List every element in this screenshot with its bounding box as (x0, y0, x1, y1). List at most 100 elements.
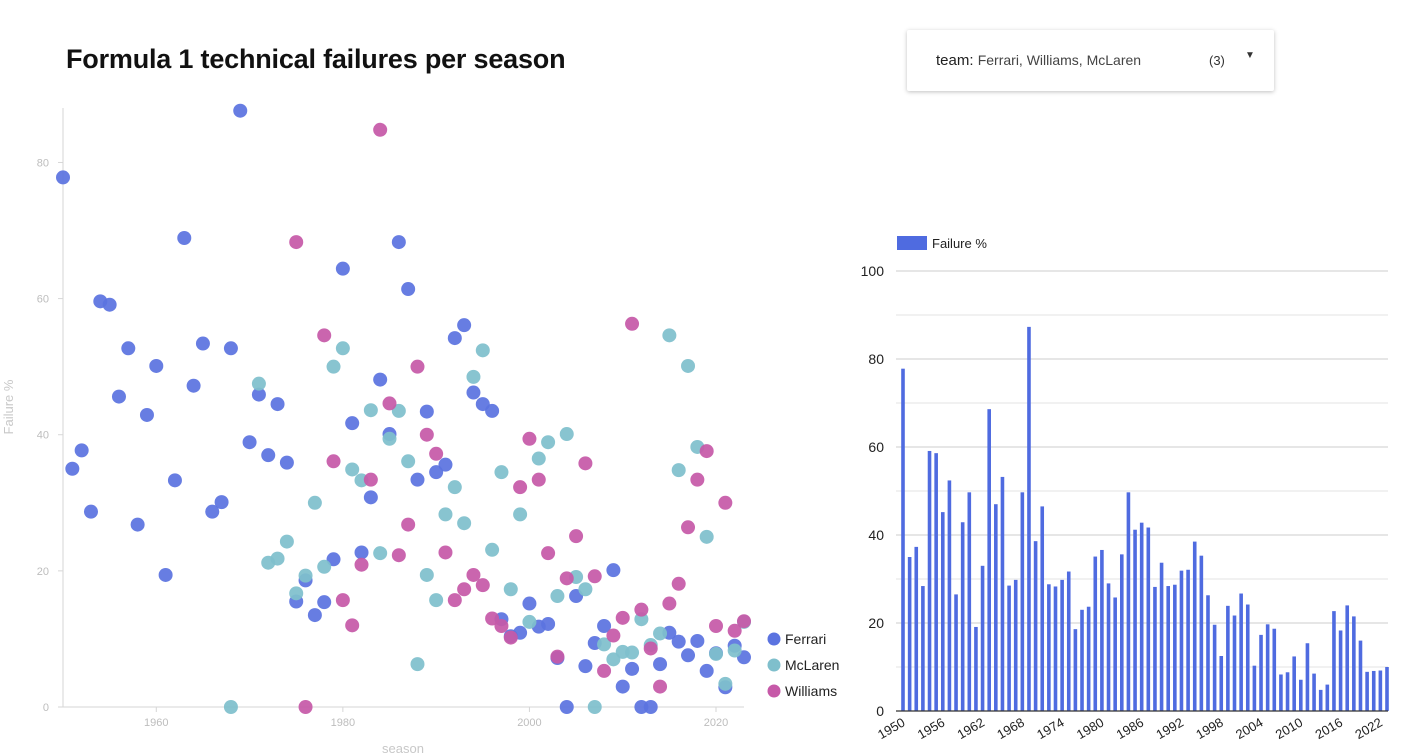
bar-1973[interactable] (1053, 586, 1058, 711)
bar-1972[interactable] (1047, 584, 1051, 711)
scatter-point-williams[interactable] (326, 454, 341, 469)
scatter-point-ferrari[interactable] (597, 618, 612, 633)
bar-1999[interactable] (1226, 605, 1230, 711)
scatter-point-ferrari[interactable] (438, 457, 453, 472)
bar-1954[interactable] (927, 450, 932, 711)
bar-1961[interactable] (974, 626, 978, 711)
scatter-point-williams[interactable] (690, 472, 705, 487)
scatter-point-ferrari[interactable] (559, 700, 574, 714)
bar-1997[interactable] (1212, 624, 1217, 711)
scatter-point-ferrari[interactable] (74, 443, 89, 458)
scatter-point-ferrari[interactable] (615, 679, 630, 694)
scatter-point-mclaren[interactable] (699, 529, 714, 544)
scatter-point-williams[interactable] (699, 444, 714, 459)
bar-1993[interactable] (1186, 569, 1190, 711)
scatter-point-williams[interactable] (410, 359, 425, 374)
scatter-point-williams[interactable] (653, 679, 668, 694)
scatter-point-ferrari[interactable] (625, 661, 640, 676)
scatter-point-ferrari[interactable] (335, 261, 350, 276)
scatter-point-ferrari[interactable] (233, 103, 248, 118)
bar-1987[interactable] (1146, 527, 1151, 711)
scatter-point-ferrari[interactable] (130, 517, 145, 532)
bar-1988[interactable] (1153, 586, 1157, 711)
scatter-point-williams[interactable] (317, 328, 332, 343)
scatter-point-ferrari[interactable] (485, 403, 500, 418)
bar-1985[interactable] (1133, 529, 1137, 711)
scatter-point-ferrari[interactable] (214, 495, 229, 510)
bar-2012[interactable] (1312, 673, 1316, 711)
scatter-point-williams[interactable] (727, 623, 742, 638)
scatter-point-mclaren[interactable] (270, 551, 285, 566)
scatter-point-williams[interactable] (541, 546, 556, 561)
scatter-point-ferrari[interactable] (373, 372, 388, 387)
scatter-point-mclaren[interactable] (298, 568, 313, 583)
scatter-point-williams[interactable] (373, 122, 388, 137)
scatter-point-ferrari[interactable] (690, 633, 705, 648)
scatter-point-williams[interactable] (457, 582, 472, 597)
bar-2001[interactable] (1239, 593, 1243, 711)
bar-2009[interactable] (1292, 656, 1296, 711)
scatter-point-mclaren[interactable] (625, 645, 640, 660)
scatter-point-williams[interactable] (606, 628, 621, 643)
scatter-point-ferrari[interactable] (261, 448, 276, 463)
scatter-point-mclaren[interactable] (251, 376, 266, 391)
bar-1967[interactable] (1013, 579, 1018, 711)
scatter-point-mclaren[interactable] (513, 507, 528, 522)
scatter-point-ferrari[interactable] (354, 545, 369, 560)
scatter-point-williams[interactable] (597, 663, 612, 678)
scatter-point-mclaren[interactable] (335, 341, 350, 356)
scatter-point-williams[interactable] (625, 316, 640, 331)
scatter-point-williams[interactable] (447, 593, 462, 608)
scatter-point-mclaren[interactable] (410, 657, 425, 672)
scatter-point-mclaren[interactable] (326, 359, 341, 374)
bar-1963[interactable] (987, 409, 991, 711)
scatter-point-ferrari[interactable] (522, 596, 537, 611)
bar-2016[interactable] (1338, 630, 1343, 711)
bar-1966[interactable] (1007, 585, 1011, 711)
bar-1958[interactable] (954, 594, 958, 711)
scatter-point-ferrari[interactable] (410, 472, 425, 487)
scatter-point-williams[interactable] (354, 557, 369, 572)
scatter-point-ferrari[interactable] (653, 657, 668, 672)
bar-1968[interactable] (1020, 492, 1025, 711)
scatter-point-ferrari[interactable] (149, 358, 164, 373)
bar-1996[interactable] (1206, 595, 1210, 711)
bar-1991[interactable] (1173, 584, 1177, 711)
bar-1977[interactable] (1080, 609, 1084, 711)
scatter-point-ferrari[interactable] (65, 461, 80, 476)
scatter-point-ferrari[interactable] (223, 341, 238, 356)
scatter-point-williams[interactable] (391, 548, 406, 563)
scatter-point-ferrari[interactable] (681, 648, 696, 663)
bar-2010[interactable] (1299, 679, 1303, 711)
scatter-point-williams[interactable] (419, 427, 434, 442)
bar-2002[interactable] (1245, 604, 1250, 711)
bar-1975[interactable] (1066, 571, 1071, 711)
bar-1960[interactable] (967, 492, 972, 711)
scatter-point-williams[interactable] (559, 571, 574, 586)
scatter-point-mclaren[interactable] (391, 403, 406, 418)
scatter-point-mclaren[interactable] (317, 559, 332, 574)
scatter-point-mclaren[interactable] (727, 643, 742, 658)
bar-1953[interactable] (921, 586, 925, 711)
scatter-point-mclaren[interactable] (578, 582, 593, 597)
bar-2007[interactable] (1279, 674, 1283, 711)
scatter-point-ferrari[interactable] (270, 397, 285, 412)
bar-2008[interactable] (1285, 672, 1290, 711)
scatter-point-mclaren[interactable] (681, 358, 696, 373)
scatter-point-williams[interactable] (494, 618, 509, 633)
bar-2015[interactable] (1332, 611, 1336, 711)
scatter-point-williams[interactable] (662, 596, 677, 611)
bar-2013[interactable] (1318, 689, 1323, 711)
scatter-point-ferrari[interactable] (251, 387, 266, 402)
scatter-point-ferrari[interactable] (345, 416, 360, 431)
scatter-point-ferrari[interactable] (429, 465, 444, 480)
bar-1984[interactable] (1126, 492, 1131, 711)
scatter-point-mclaren[interactable] (457, 516, 472, 531)
bar-1970[interactable] (1033, 541, 1038, 711)
scatter-point-mclaren[interactable] (345, 462, 360, 477)
scatter-point-williams[interactable] (522, 431, 537, 446)
scatter-point-ferrari[interactable] (83, 504, 98, 519)
bar-1978[interactable] (1086, 606, 1091, 711)
bar-1952[interactable] (914, 546, 919, 711)
bar-1981[interactable] (1106, 583, 1111, 711)
